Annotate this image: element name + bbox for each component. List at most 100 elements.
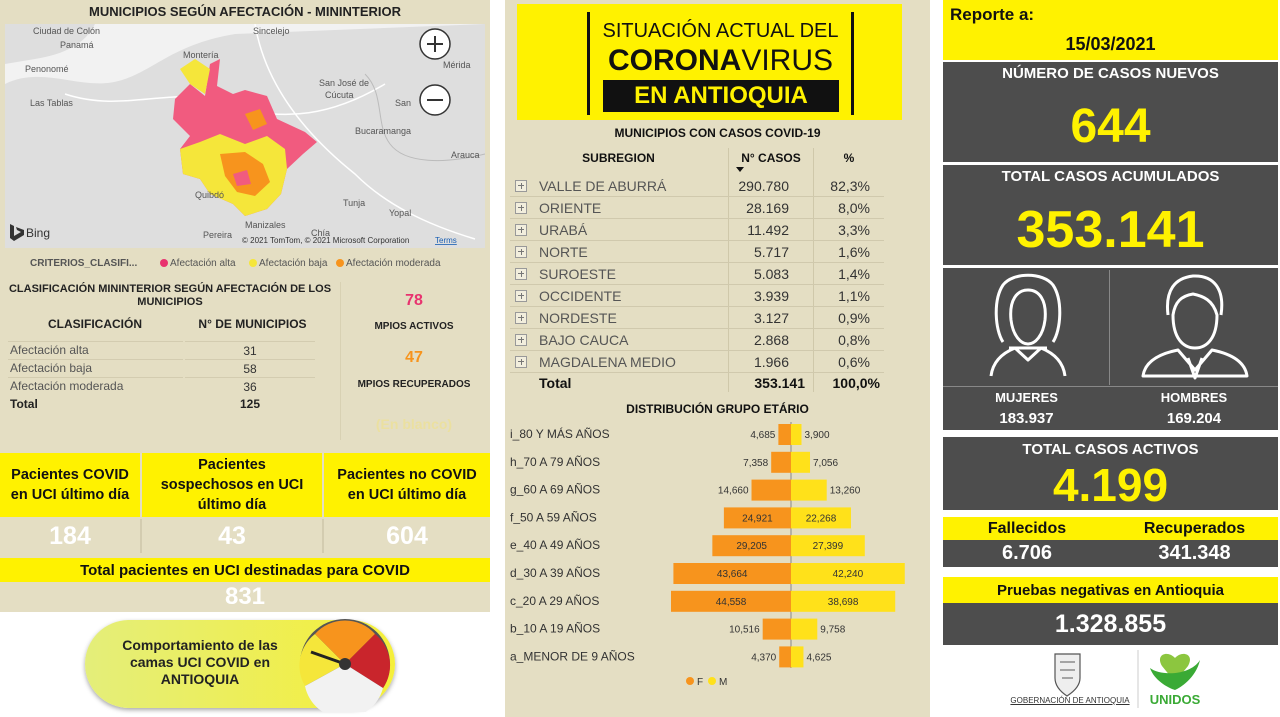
map-place: Arauca	[451, 150, 480, 160]
table-row	[510, 263, 884, 285]
recovered-label: Recuperados	[1143, 519, 1246, 537]
table-cell: VALLE DE ABURRÁ	[539, 178, 667, 194]
expand-icon	[520, 359, 522, 365]
map-place: Sincelejo	[253, 26, 290, 36]
bing-logo	[10, 224, 24, 241]
value-label: 7,358	[743, 458, 768, 469]
banner-line2: CORONA VIRUS	[590, 44, 851, 78]
value-label: 38,698	[828, 597, 859, 608]
map-place: Chía	[311, 228, 330, 238]
men-label: HOMBRES	[1160, 389, 1228, 405]
bar	[791, 563, 905, 584]
expand-icon	[520, 205, 522, 211]
table-cell: 3.127	[753, 310, 789, 326]
zoom-out[interactable]	[419, 84, 451, 116]
table-row	[510, 351, 884, 373]
map-provider: Bing	[26, 226, 50, 240]
classification-title: CLASIFICACIÓN MININTERIOR SEGÚN AFECTACI…	[8, 283, 332, 308]
map-terms[interactable]: Terms	[435, 236, 457, 245]
card-value: 353.141	[1016, 201, 1205, 259]
table-row	[8, 341, 183, 359]
legend-dot	[336, 259, 344, 267]
expand-icon	[520, 227, 522, 233]
negative-value: 1.328.855	[943, 603, 1278, 645]
chart-title: DISTRIBUCIÓN GRUPO ETÁRIO	[626, 402, 809, 416]
deaths-value: 6.706	[1001, 542, 1053, 564]
table-cell: Afectación moderada	[10, 379, 124, 393]
table-header: CLASIFICACIÓN	[48, 317, 142, 331]
banner-line3: EN ANTIOQUIA	[603, 80, 839, 112]
icu-total-value: 831	[224, 583, 266, 610]
icu-header: Pacientes no COVID en UCI último día	[324, 453, 490, 517]
separator	[140, 519, 142, 553]
shield-detail	[1060, 661, 1075, 679]
category-label: a_MENOR DE 9 AÑOS	[510, 649, 635, 663]
legend-item: Afectación alta	[170, 257, 236, 269]
table-row	[510, 307, 884, 329]
report-label: Reporte a:	[950, 5, 1035, 24]
category-label: d_30 A 39 AÑOS	[510, 566, 600, 580]
gauge	[299, 619, 391, 712]
banner-line1: SITUACIÓN ACTUAL DEL	[602, 19, 839, 42]
value-label: 3,900	[805, 430, 830, 441]
unidos-logo	[1150, 660, 1200, 690]
logos	[1054, 650, 1200, 708]
table-cell: 3.939	[753, 288, 789, 304]
map-place: Montería	[183, 50, 219, 60]
value-label: 7,056	[813, 458, 838, 469]
legend-dot	[160, 259, 168, 267]
map-place: Manizales	[245, 220, 286, 230]
table-header: N° CASOS	[741, 151, 801, 165]
bar	[771, 451, 791, 473]
bar	[778, 424, 791, 445]
recovered-value: 47	[405, 349, 423, 366]
map-place: Penonomé	[25, 64, 69, 74]
value-label: 10,516	[729, 625, 760, 636]
map: Ciudad de Colón Panamá Penonomé Las Tablas S…	[5, 24, 485, 248]
report-header	[943, 0, 1278, 60]
table-row	[510, 219, 884, 241]
table-cell: 0,9%	[838, 310, 870, 326]
bar	[723, 507, 791, 529]
map-place: San	[395, 98, 411, 108]
table-row	[510, 329, 884, 351]
icu-header: Pacientes COVID en UCI último día	[0, 453, 140, 517]
table-total: 125	[239, 397, 261, 411]
table-header: SUBREGION	[582, 151, 655, 165]
value-label: 14,660	[718, 486, 749, 497]
expand-icon	[520, 249, 522, 255]
table-header: N° DE MUNICIPIOS	[198, 317, 307, 331]
region-moderate	[245, 109, 267, 130]
bar	[779, 646, 791, 668]
age-pyramid: i_80 Y MÁS AÑOS 4,685 3,900 h_70 A 79 AÑOS 7…	[510, 422, 905, 688]
legend-dot	[686, 677, 694, 685]
category-label: c_20 A 29 AÑOS	[510, 594, 599, 608]
legend-title: CRITERIOS_CLASIFI...	[30, 257, 138, 269]
table-cell: 290.780	[738, 178, 789, 194]
category-label: g_60 A 69 AÑOS	[510, 483, 600, 497]
bar	[762, 618, 791, 640]
table-cell: SUROESTE	[539, 266, 617, 282]
man-icon	[1141, 274, 1249, 380]
banner-line	[851, 12, 854, 115]
table-cell: 3,3%	[838, 222, 870, 238]
map-place: Pereira	[203, 230, 232, 240]
value-label: 27,399	[813, 541, 844, 552]
expand-icon	[520, 271, 522, 277]
column-line	[813, 148, 814, 392]
unidos-logo	[1159, 653, 1191, 682]
value-label: 42,240	[833, 569, 864, 580]
table-cell: 1,4%	[838, 266, 870, 282]
legend-label: M	[719, 677, 727, 688]
separator	[943, 386, 1278, 387]
value-label: 9,758	[820, 625, 845, 636]
table-cell: Afectación alta	[10, 343, 89, 357]
expand-icon	[520, 315, 522, 321]
separator	[322, 519, 324, 553]
category-label: b_10 A 19 AÑOS	[510, 622, 600, 636]
table-cell: 1.966	[753, 354, 789, 370]
gauge-face	[305, 664, 383, 712]
value-label: 29,205	[736, 541, 767, 552]
table-cell: 31	[185, 341, 315, 359]
zoom-in[interactable]	[419, 28, 451, 60]
